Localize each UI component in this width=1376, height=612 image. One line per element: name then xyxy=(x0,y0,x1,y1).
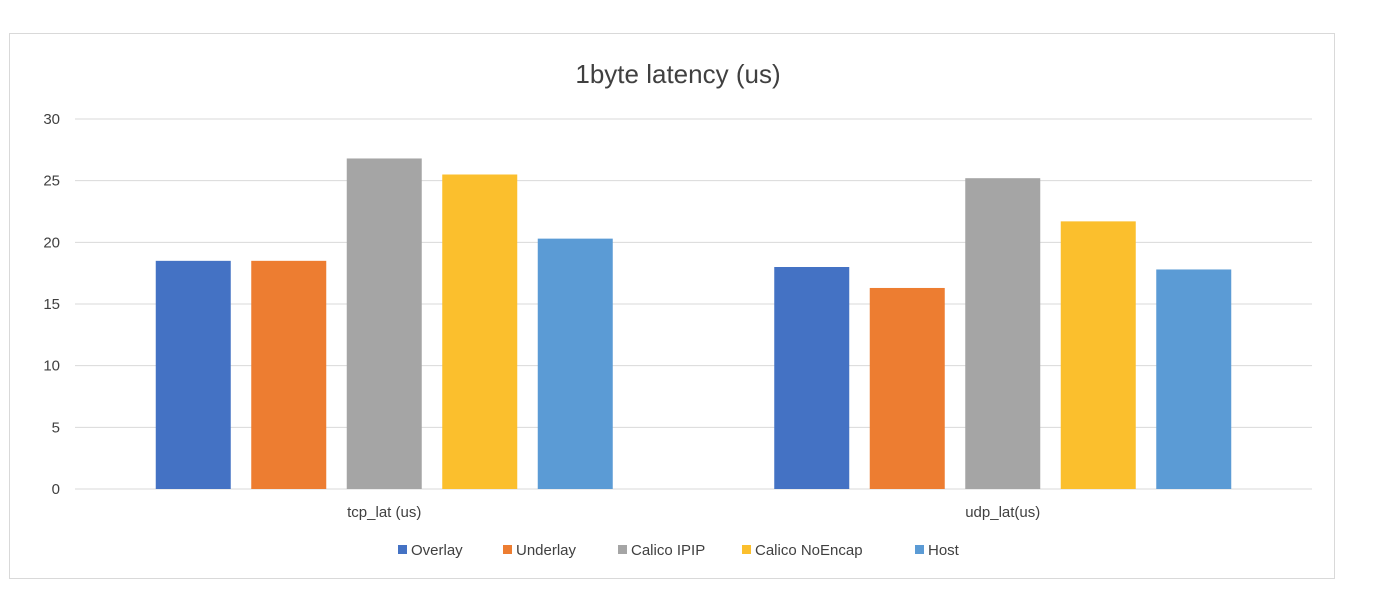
bar xyxy=(251,260,327,489)
legend-swatch xyxy=(398,545,407,554)
bar xyxy=(442,174,518,489)
legend-label: Calico NoEncap xyxy=(755,542,863,559)
x-category-label: tcp_lat (us) xyxy=(347,504,421,521)
bar xyxy=(537,238,613,489)
legend-swatch xyxy=(915,545,924,554)
y-tick-label: 30 xyxy=(43,111,60,128)
y-tick-label: 10 xyxy=(43,358,60,375)
y-tick-label: 25 xyxy=(43,173,60,190)
legend-label: Calico IPIP xyxy=(631,542,705,559)
bars xyxy=(155,158,1232,489)
bar xyxy=(869,287,945,489)
legend-label: Overlay xyxy=(411,542,463,559)
bar xyxy=(1156,269,1232,489)
legend: Overlay Underlay Calico IPIP Calico NoEncap… xyxy=(398,542,960,559)
legend-swatch xyxy=(618,545,627,554)
bar xyxy=(1060,221,1136,489)
bar xyxy=(155,260,231,489)
chart-title: 1byte latency (us) xyxy=(575,59,780,89)
bar xyxy=(965,178,1041,489)
x-category-label: udp_lat(us) xyxy=(965,504,1040,521)
bar xyxy=(346,158,422,489)
x-axis-categories: tcp_lat (us) udp_lat(us) xyxy=(347,504,1040,521)
legend-swatch xyxy=(503,545,512,554)
legend-swatch xyxy=(742,545,751,554)
y-axis-ticks: 0 5 10 15 20 25 30 xyxy=(43,111,60,498)
y-tick-label: 20 xyxy=(43,234,60,251)
legend-label: Host xyxy=(928,542,960,559)
y-tick-label: 0 xyxy=(52,481,60,498)
y-tick-label: 5 xyxy=(52,419,60,436)
legend-label: Underlay xyxy=(516,542,577,559)
bar xyxy=(774,267,850,489)
y-tick-label: 15 xyxy=(43,296,60,313)
